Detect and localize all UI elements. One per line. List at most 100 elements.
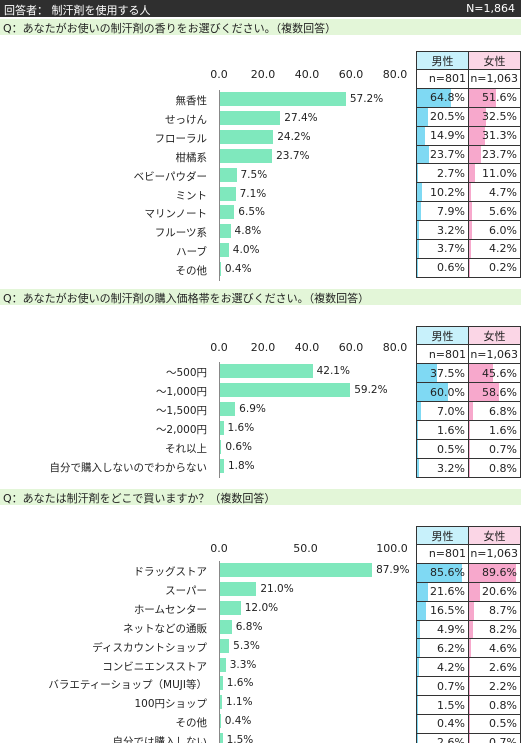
male-sample-size: n=801 [416,69,469,89]
female-value: 45.6% [482,366,517,380]
category-label: ミント [175,189,208,202]
data-label: 1.1% [225,696,253,709]
male-value: 3.2% [437,223,465,237]
table-row: 6.2% 4.6% [416,638,521,659]
bar [220,402,236,416]
male-value: 16.5% [430,604,465,618]
data-label: 3.3% [229,658,257,671]
female-fill-bar [469,620,474,639]
female-header: 女性 [468,326,521,345]
female-cell: 89.6% [468,562,521,583]
bar [220,110,281,125]
bar [220,224,231,239]
question-bar: Q：あなたがお使いの制汗剤の香りをお選びください。（複数回答） [0,19,521,35]
table-row: 37.5% 45.6% [416,363,521,383]
data-label: 21.0% [260,582,294,595]
data-label: 27.4% [284,111,318,124]
female-value: 4.2% [489,242,517,256]
table-row: 3.2% 0.8% [416,458,521,478]
table-row: 14.9% 31.3% [416,125,521,146]
axis-tick-label: 50.0 [293,542,318,555]
bar [220,581,257,596]
male-fill-bar [417,383,449,401]
table-row: 64.8% 51.6% [416,87,521,108]
male-cell: 60.0% [416,382,469,402]
category-label: フローラル [154,132,208,145]
male-cell: 85.6% [416,562,469,583]
female-fill-bar [469,402,473,420]
male-cell: 4.2% [416,657,469,678]
category-label: ～2,000円 [155,424,207,436]
male-value: 85.6% [430,566,465,580]
male-value: 4.9% [437,623,465,636]
male-value: 14.9% [430,129,465,143]
axis-tick-label: 0.0 [210,68,228,81]
male-fill-bar [417,677,418,696]
female-cell: 4.6% [468,638,521,659]
category-label: その他 [175,717,208,730]
male-header: 男性 [416,326,469,345]
male-cell: 3.2% [416,220,469,241]
male-cell: 37.5% [416,363,469,383]
bar [220,714,221,729]
female-value: 89.6% [482,566,517,580]
female-cell: 58.6% [468,382,521,402]
table-row: 23.7% 23.7% [416,144,521,165]
bar [220,733,223,743]
bar [220,421,224,435]
female-cell: 45.6% [468,363,521,383]
male-fill-bar [417,733,419,743]
male-cell: 4.9% [416,619,469,640]
male-fill-bar [417,402,421,420]
male-fill-bar [417,202,422,221]
female-cell: 4.7% [468,182,521,203]
male-fill-bar [417,107,428,126]
bar [220,364,313,378]
gender-breakdown-table: 男性 女性 n=801 n=1,063 64.8% 51.6% 20.5% 32.5% 14.9… [416,51,521,278]
table-row: 2.6% 0.7% [416,732,521,743]
female-fill-bar [469,145,482,164]
female-cell: 0.8% [468,458,521,478]
bar [220,129,274,144]
data-label: 4.0% [232,244,260,257]
male-fill-bar [417,658,420,677]
male-value: 3.2% [437,461,465,475]
category-axis-line [219,561,220,743]
female-header: 女性 [468,526,521,545]
female-fill-bar [469,440,470,458]
female-fill-bar [469,601,474,620]
table-row: 10.2% 4.7% [416,182,521,203]
female-fill-bar [469,733,470,743]
female-fill-bar [469,126,486,145]
male-value: 37.5% [430,366,465,380]
male-cell: 6.2% [416,638,469,659]
table-row: 4.2% 2.6% [416,657,521,678]
data-label: 1.5% [226,734,254,743]
male-sample-size: n=801 [416,344,469,364]
male-value: 10.2% [430,185,465,199]
male-value: 64.8% [430,91,465,105]
female-value: 4.6% [489,641,517,655]
female-fill-bar [469,677,471,696]
male-cell: 3.7% [416,239,469,259]
male-fill-bar [417,715,418,733]
female-value: 32.5% [482,110,517,124]
male-value: 7.0% [437,404,465,418]
data-label: 7.1% [239,187,267,200]
female-cell: 0.7% [468,439,521,459]
male-cell: 1.5% [416,695,469,716]
male-value: 23.7% [430,148,465,161]
female-header: 女性 [468,51,521,70]
female-value: 0.7% [489,736,517,743]
table-row: 0.4% 0.5% [416,714,521,734]
data-label: 1.8% [227,460,255,472]
gender-breakdown-table: 男性 女性 n=801 n=1,063 37.5% 45.6% 60.0% 58.6% 7.0%… [416,326,521,478]
bar [220,186,236,201]
male-fill-bar [417,145,430,164]
female-fill-bar [469,240,472,258]
data-label: 1.6% [226,677,254,690]
female-value: 4.7% [489,185,517,199]
data-label: 6.8% [235,620,263,633]
gender-breakdown-table: 男性 女性 n=801 n=1,063 85.6% 89.6% 21.6% 20.6% 16.5… [416,526,521,743]
female-value: 0.7% [489,442,517,456]
